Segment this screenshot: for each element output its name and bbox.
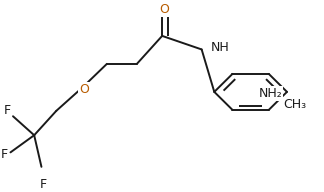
Text: NH₂: NH₂: [259, 87, 282, 99]
Text: F: F: [3, 104, 10, 117]
Text: CH₃: CH₃: [283, 98, 306, 111]
Text: F: F: [40, 178, 47, 191]
Text: O: O: [159, 3, 169, 16]
Text: NH: NH: [211, 41, 229, 54]
Text: O: O: [79, 83, 89, 96]
Text: F: F: [1, 148, 8, 161]
